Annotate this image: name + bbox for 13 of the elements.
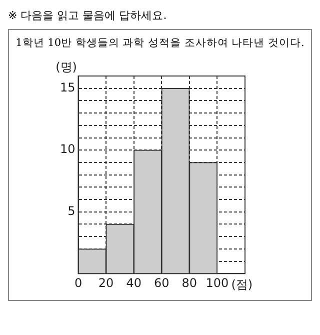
- x-tick-label: 40: [126, 276, 142, 290]
- x-tick-label: 0: [74, 276, 82, 290]
- x-axis-title: (점): [231, 278, 253, 292]
- chart-title: 1학년 10반 학생들의 과학 성적을 조사하여 나타낸 것이다.: [14, 36, 306, 50]
- x-tick-label: 60: [154, 276, 170, 290]
- chart-subtitle: ※ 다음을 읽고 물음에 답하세요.: [8, 8, 168, 23]
- y-axis-title: (명): [56, 60, 77, 74]
- y-tick-label: 5: [68, 204, 76, 218]
- x-tick-label: 20: [98, 276, 114, 290]
- y-tick-label: 15: [60, 80, 76, 94]
- x-tick-label: 100: [206, 276, 229, 290]
- x-tick-label: 80: [182, 276, 198, 290]
- y-tick-label: 10: [60, 142, 76, 156]
